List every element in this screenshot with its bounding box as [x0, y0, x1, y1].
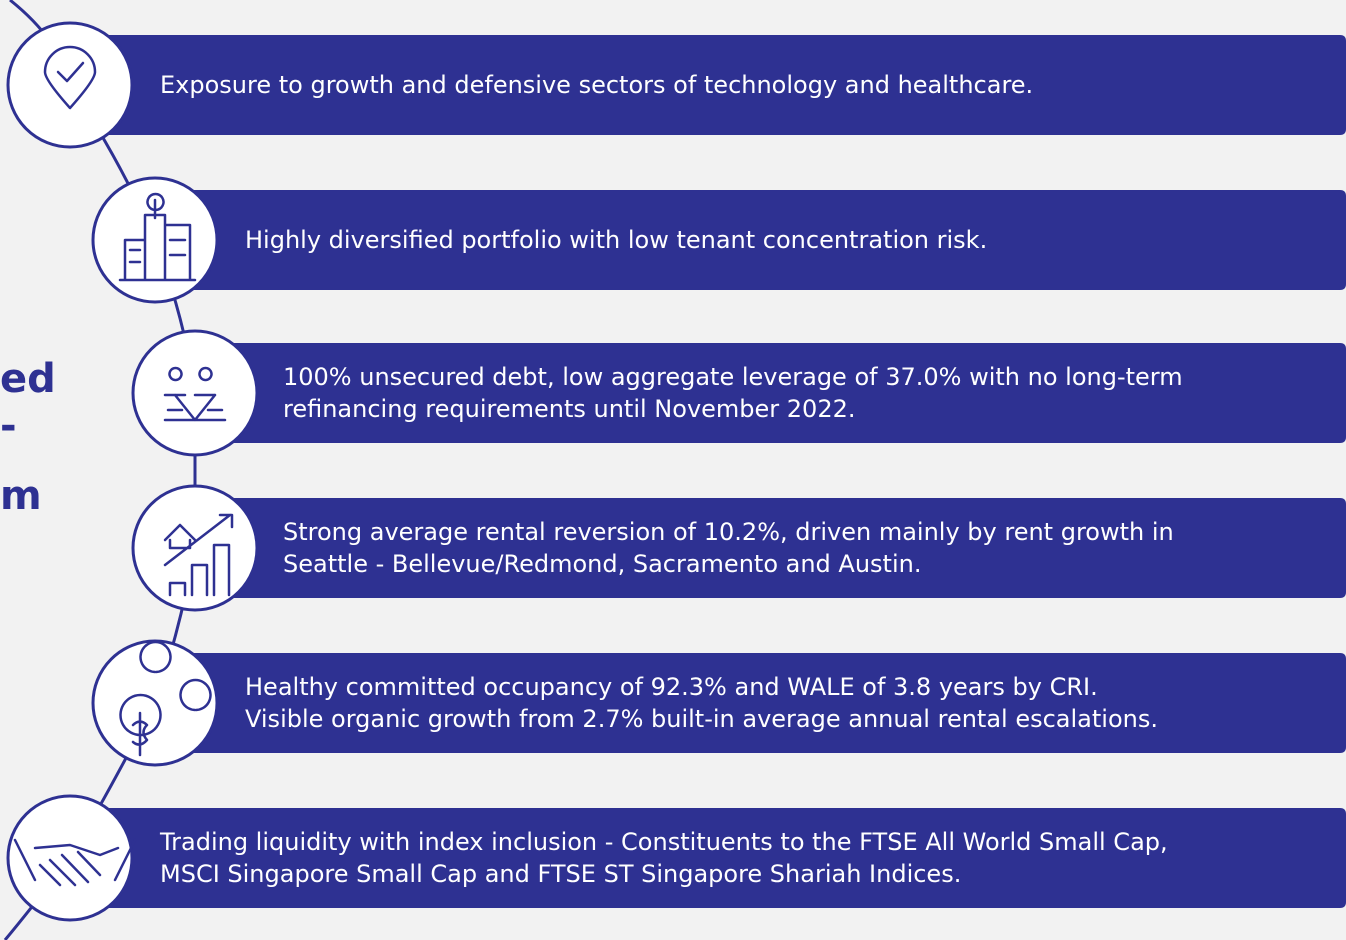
item-bar: [195, 343, 1346, 443]
item-text: refinancing requirements until November …: [283, 395, 856, 423]
item-text: Highly diversified portfolio with low te…: [245, 226, 987, 254]
item-text: Exposure to growth and defensive sectors…: [160, 71, 1033, 99]
heading-fragment: -: [0, 403, 17, 449]
item-text: Healthy committed occupancy of 92.3% and…: [245, 673, 1098, 701]
item-circle: [6, 794, 134, 922]
item-bar: [195, 498, 1346, 598]
item-text: Trading liquidity with index inclusion -…: [159, 828, 1168, 856]
heading-fragment: ed: [0, 356, 56, 402]
item-text: Seattle - Bellevue/Redmond, Sacramento a…: [283, 550, 921, 578]
item: 100% unsecured debt, low aggregate lever…: [131, 329, 1346, 457]
heading-fragment: m: [0, 473, 42, 519]
item-icon: [118, 192, 197, 282]
item: Trading liquidity with index inclusion -…: [6, 794, 1346, 922]
item: Healthy committed occupancy of 92.3% and…: [91, 639, 1346, 767]
item-icon: [43, 45, 97, 110]
item-icon: [13, 838, 137, 887]
item-text: MSCI Singapore Small Cap and FTSE ST Sin…: [160, 860, 961, 888]
item-circle: [131, 329, 259, 457]
item-bar: [70, 35, 1346, 135]
item-text: Visible organic growth from 2.7% built-i…: [245, 705, 1158, 733]
item: Strong average rental reversion of 10.2%…: [131, 484, 1346, 612]
items: ed- m Exposure to growth and defensive sec…: [0, 21, 1346, 922]
item-circle: [6, 21, 134, 149]
item: Highly diversified portfolio with low te…: [91, 176, 1346, 304]
item-bar: [70, 808, 1346, 908]
item-icon: [119, 640, 212, 757]
item-text: Strong average rental reversion of 10.2%…: [283, 518, 1174, 546]
item-bar: [155, 190, 1346, 290]
item-text: 100% unsecured debt, low aggregate lever…: [283, 363, 1183, 391]
item-icon: [163, 513, 234, 597]
item: Exposure to growth and defensive sectors…: [6, 21, 1346, 149]
item-circle: [131, 484, 259, 612]
item-circle: [91, 176, 219, 304]
item-icon: [163, 366, 227, 422]
item-bar: [155, 653, 1346, 753]
